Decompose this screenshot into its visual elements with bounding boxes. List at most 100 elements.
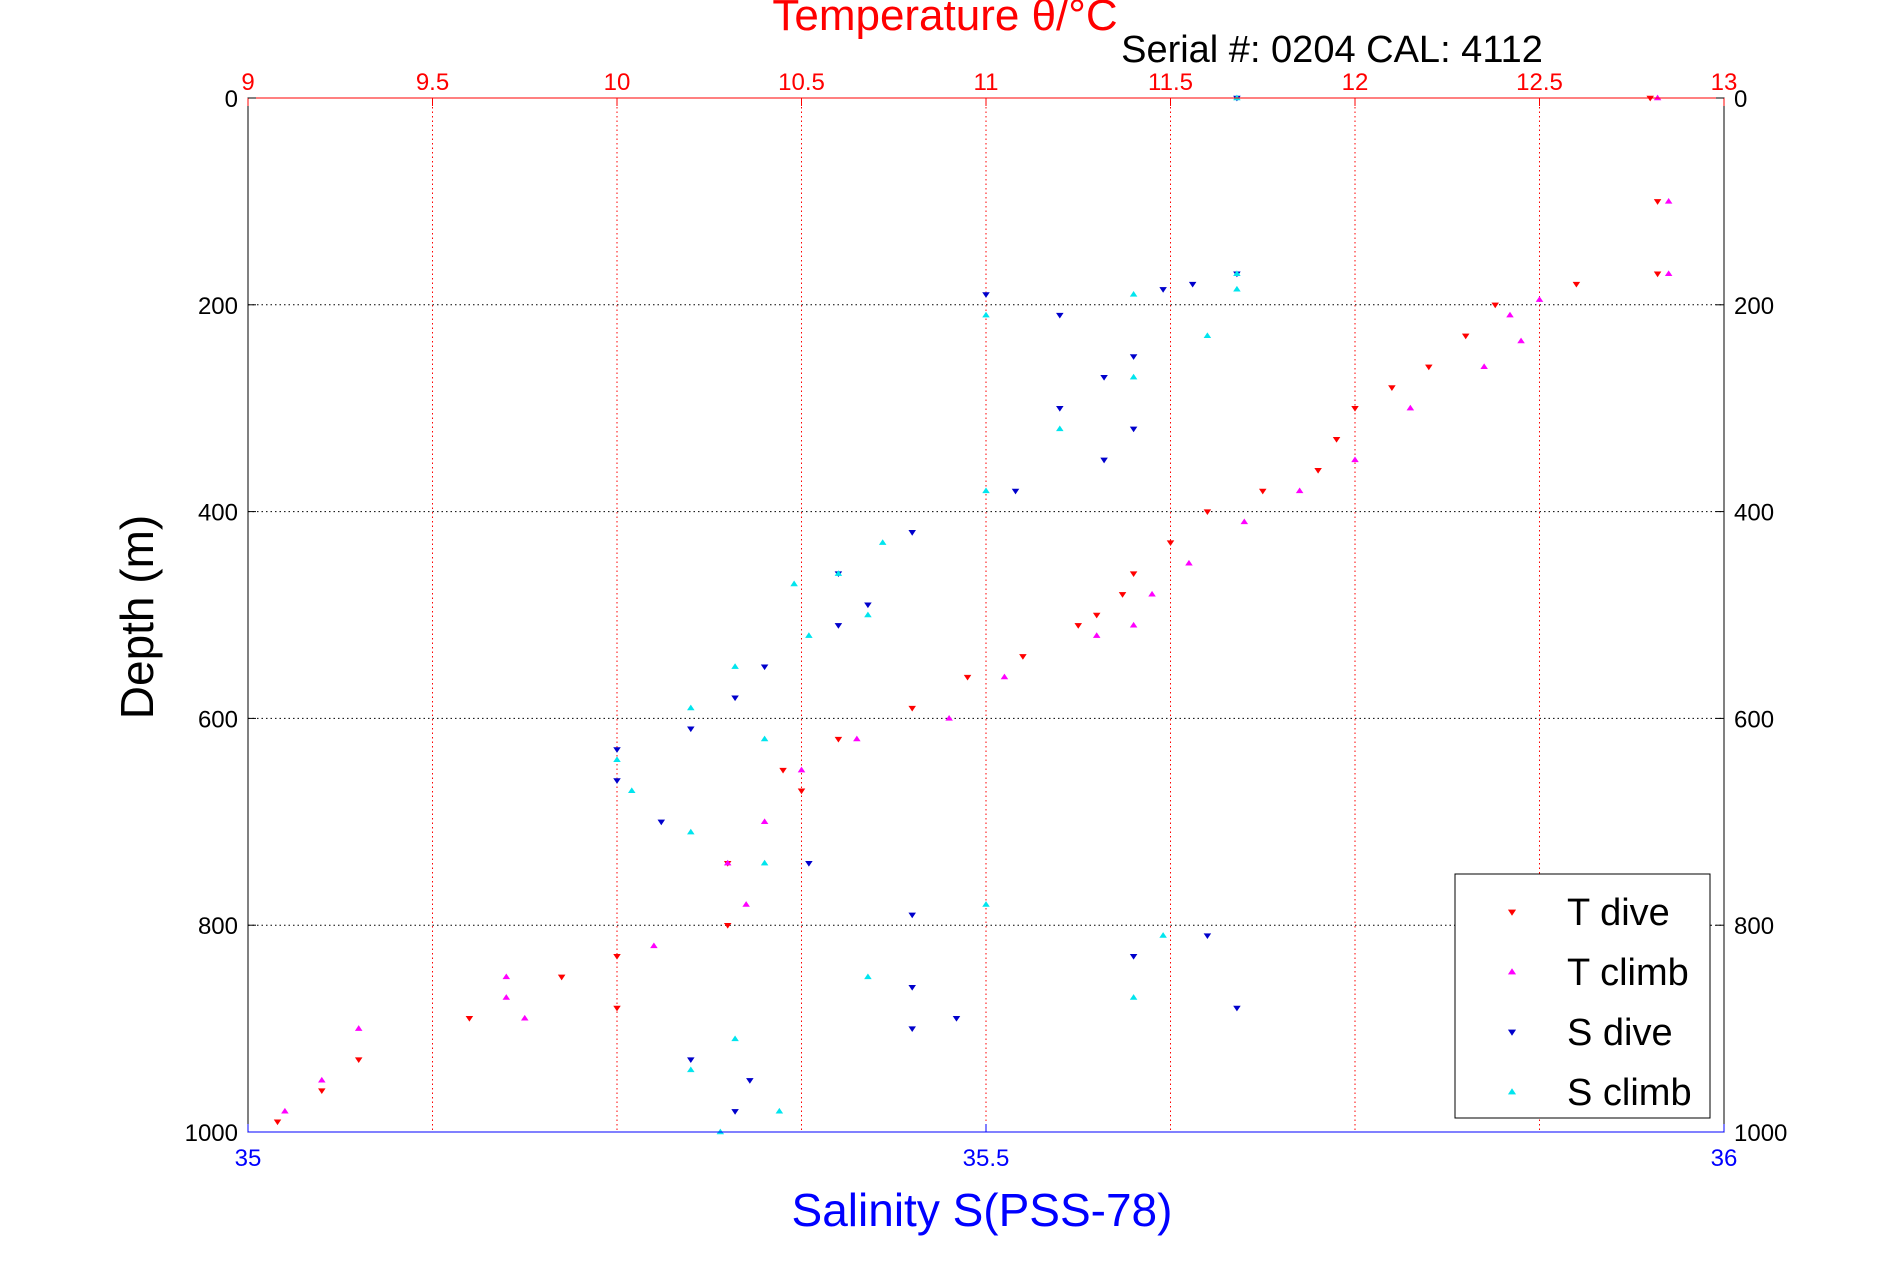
data-point: [1100, 457, 1108, 464]
data-point: [1653, 271, 1662, 278]
data-point: [1056, 425, 1064, 432]
data-point: [775, 1107, 784, 1114]
data-point: [1129, 426, 1138, 433]
data-point: [1240, 518, 1249, 525]
data-point: [687, 1066, 695, 1073]
y-axis-label: Depth (m): [111, 515, 163, 719]
data-point: [1351, 456, 1359, 463]
data-point: [627, 787, 636, 793]
data-point: [731, 695, 739, 702]
x-axis-label: Salinity S(PSS-78): [792, 1184, 1173, 1236]
data-point: [1388, 385, 1396, 391]
data-point: [1233, 285, 1241, 292]
data-point: [687, 726, 695, 733]
data-point: [318, 1076, 326, 1083]
data-point: [1074, 623, 1083, 629]
data-point: [1425, 364, 1433, 371]
data-point: [1000, 673, 1009, 680]
data-point: [1056, 312, 1064, 319]
data-point: [613, 756, 621, 762]
data-point: [760, 735, 769, 742]
data-point: [1664, 270, 1673, 276]
data-point: [878, 539, 887, 545]
right-axis-tick-label: 800: [1734, 913, 1774, 940]
data-point: [908, 985, 916, 991]
data-point: [1092, 632, 1101, 638]
data-point: [1129, 994, 1138, 1000]
legend-label: T dive: [1567, 892, 1670, 934]
top-axis-tick-label: 10: [604, 69, 631, 96]
top-axis-tick-label: 9: [241, 69, 254, 96]
data-point: [760, 859, 769, 866]
data-point: [790, 580, 798, 587]
legend-marker: [1507, 909, 1517, 916]
data-point: [834, 736, 843, 743]
series-t-climb: [281, 94, 1673, 1114]
legend-label: S dive: [1567, 1012, 1673, 1054]
data-point: [650, 942, 658, 949]
data-point: [723, 922, 732, 929]
legend-label: T climb: [1567, 952, 1689, 994]
data-point: [746, 1078, 754, 1084]
series-t-dive: [273, 95, 1662, 1126]
data-point: [318, 1088, 326, 1095]
data-point: [354, 1025, 363, 1031]
data-point: [1148, 590, 1156, 597]
legend-marker: [1507, 1088, 1517, 1095]
left-axis-tick-label: 200: [198, 293, 238, 320]
data-point: [557, 974, 566, 981]
data-point: [723, 859, 732, 866]
data-point: [864, 611, 872, 618]
data-point: [1491, 302, 1499, 309]
data-point: [760, 664, 769, 671]
data-point: [1166, 540, 1175, 547]
grid: [248, 98, 1724, 1132]
series-s-climb: [613, 94, 1241, 1135]
data-point: [945, 714, 953, 721]
top-axis-tick-label: 12.5: [1516, 69, 1563, 96]
data-point: [952, 1016, 961, 1022]
data-point: [1332, 437, 1341, 443]
top-axis-tick-label: 9.5: [416, 69, 449, 96]
left-axis-tick-label: 400: [198, 500, 238, 527]
chart-subtitle: Serial #: 0204 CAL: 4112: [1121, 29, 1543, 71]
data-point: [1129, 373, 1138, 380]
data-point: [1295, 487, 1304, 494]
data-point: [1159, 932, 1167, 938]
data-point: [1129, 571, 1138, 578]
data-point: [908, 912, 916, 919]
data-point: [1011, 488, 1020, 495]
data-point: [1461, 333, 1470, 340]
data-point: [1185, 559, 1193, 566]
top-axis-tick-label: 11: [974, 69, 999, 96]
data-point: [731, 1035, 739, 1042]
top-axis-tick-label: 13: [1711, 69, 1738, 96]
data-point: [908, 705, 916, 712]
data-point: [1159, 287, 1167, 293]
data-point: [613, 954, 621, 960]
top-axis-tick-label: 11.5: [1148, 69, 1193, 96]
data-point: [1092, 612, 1101, 619]
data-point: [1233, 1005, 1241, 1012]
data-point: [1233, 270, 1241, 276]
bottom-axis-tick-label: 35.5: [963, 1145, 1010, 1172]
data-point: [273, 1119, 282, 1126]
data-point: [982, 901, 990, 907]
data-point: [853, 735, 861, 742]
data-point: [864, 973, 872, 980]
data-point: [834, 570, 843, 576]
data-point: [963, 674, 972, 681]
data-point: [1019, 654, 1027, 660]
data-point: [1203, 509, 1212, 516]
data-point: [908, 530, 916, 536]
data-point: [982, 311, 990, 318]
data-point: [742, 901, 750, 907]
data-point: [687, 1057, 695, 1064]
data-point: [864, 602, 872, 609]
data-point: [1535, 296, 1544, 302]
data-point: [834, 623, 843, 629]
legend: T dive T climb S dive S climb: [1454, 873, 1711, 1119]
